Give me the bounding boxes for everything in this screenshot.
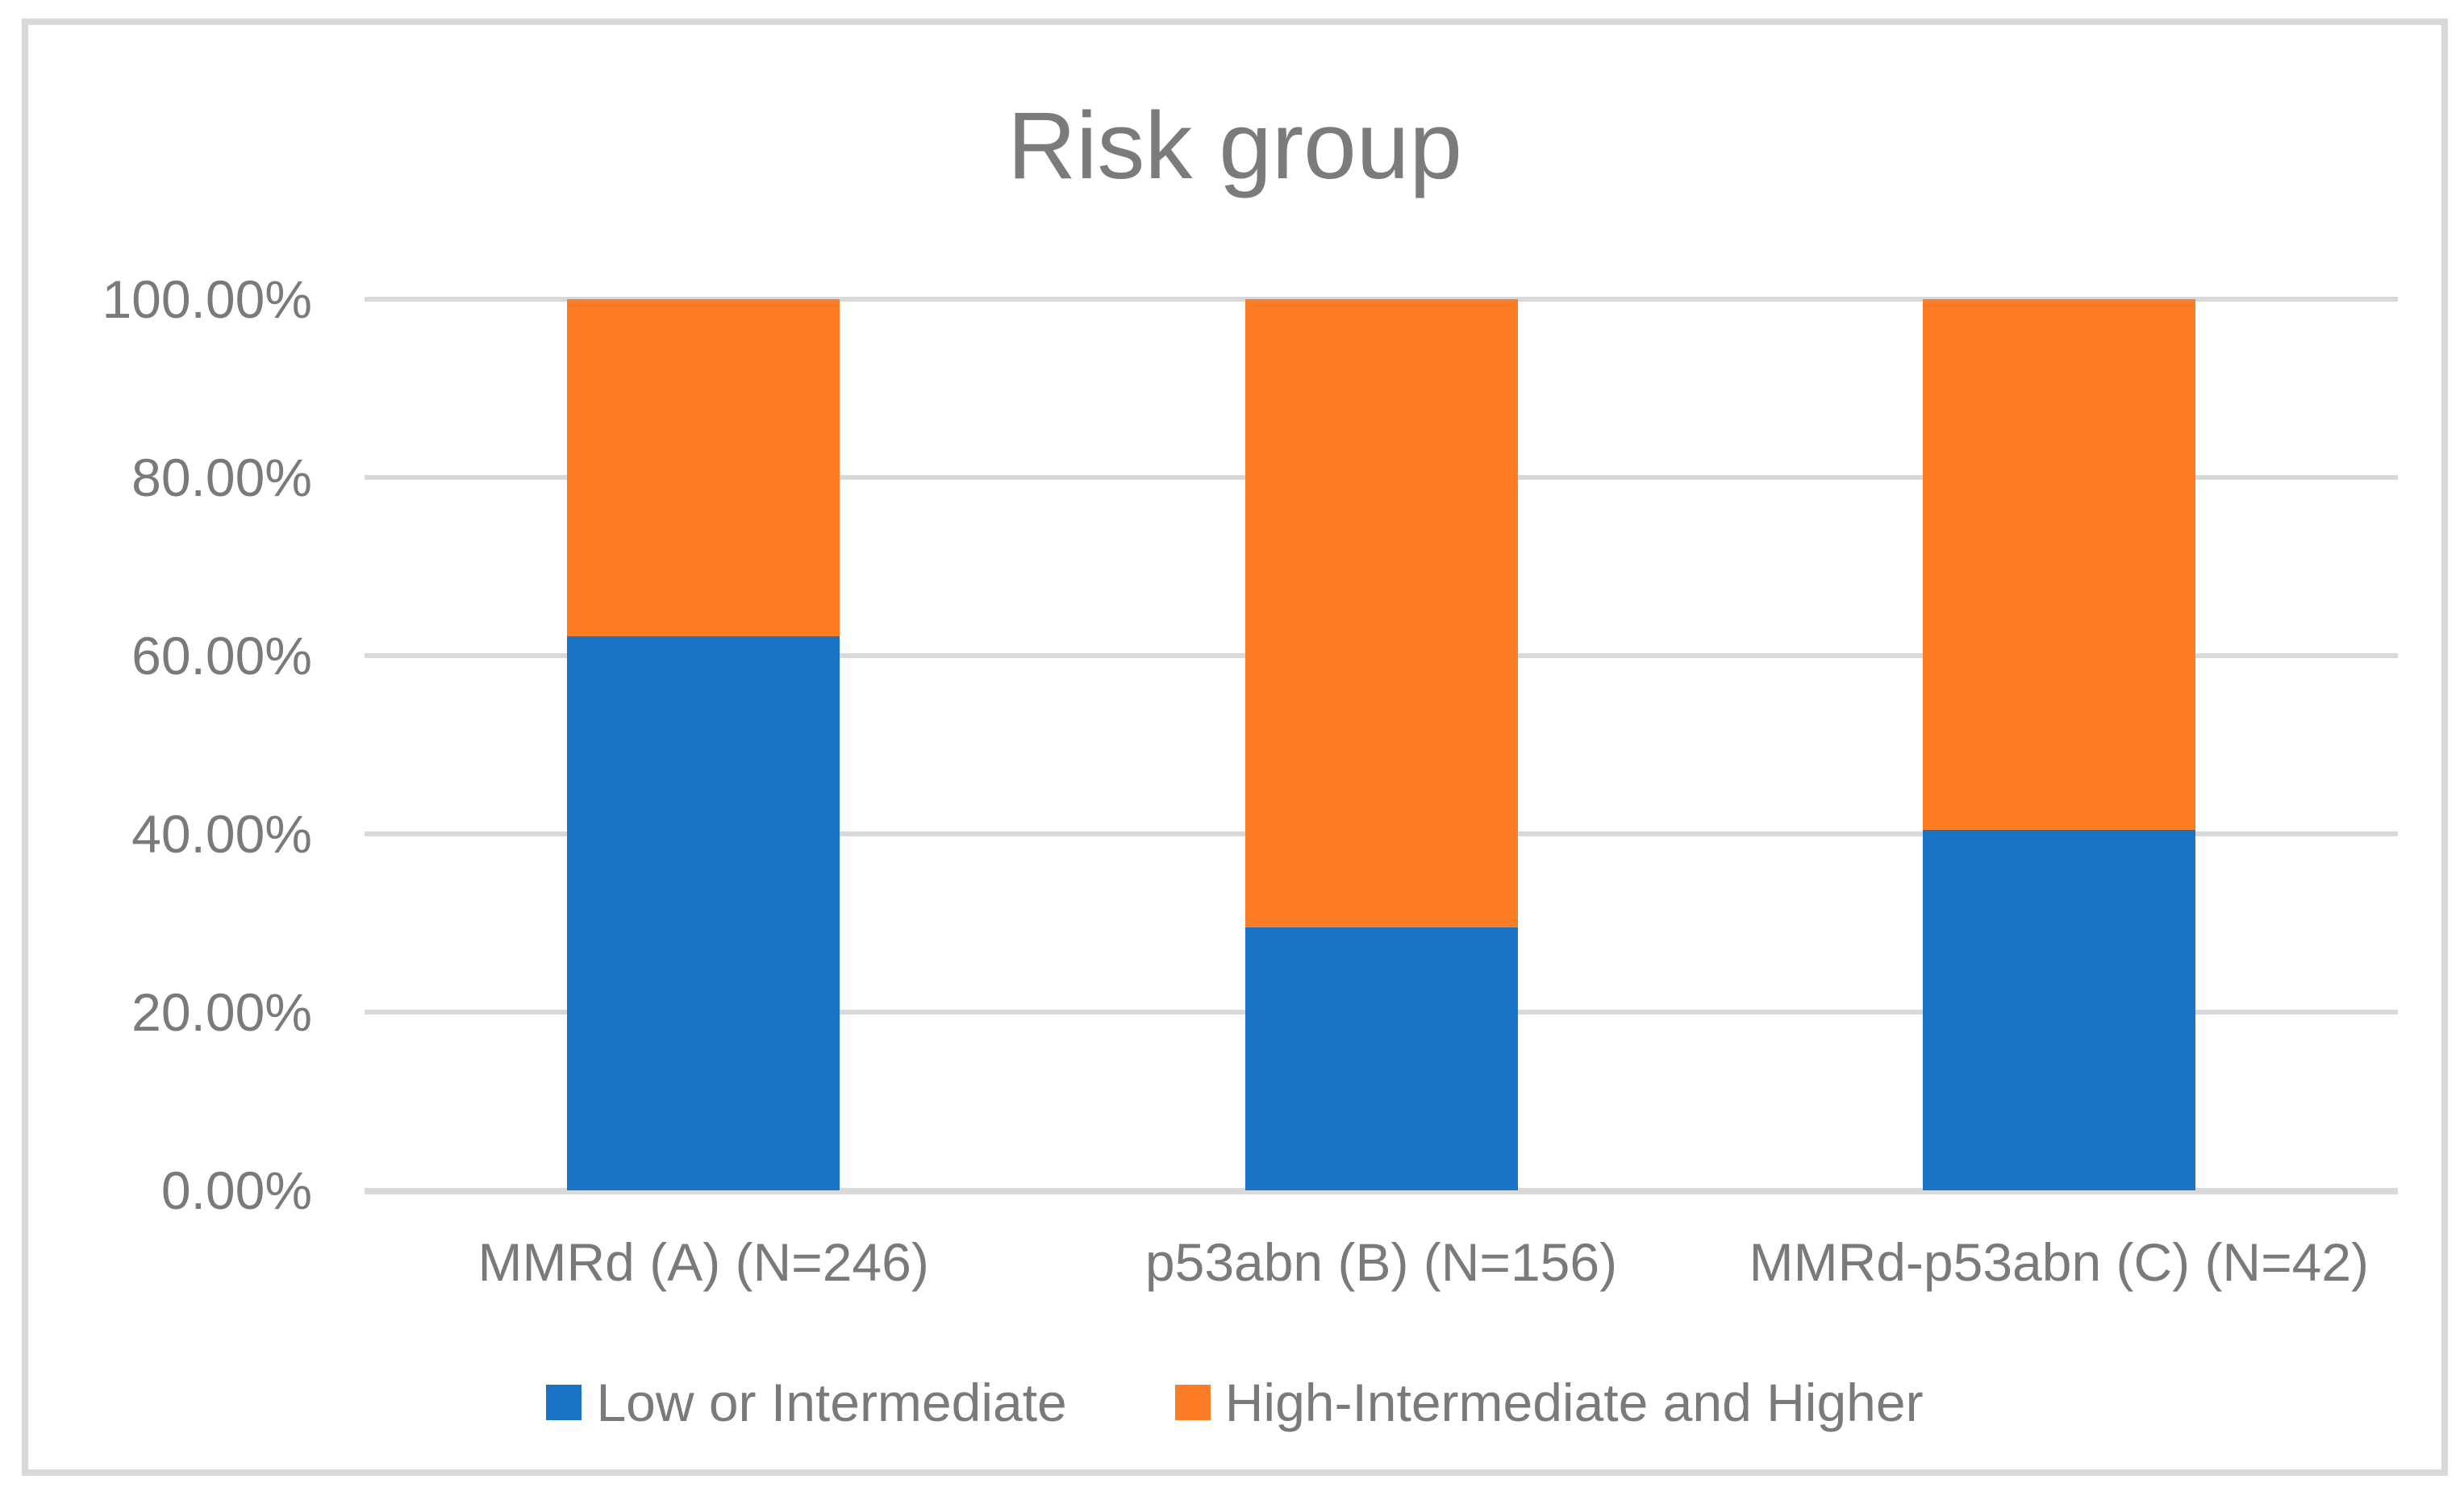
chart-figure: Risk group 0.00% 20.00% 40.00% 60.00% 80.00%…	[22, 19, 2448, 1476]
bar-segment	[567, 299, 840, 636]
x-category-label: p53abn (B) (N=156)	[1144, 1232, 1618, 1292]
legend-swatch-icon	[546, 1385, 582, 1420]
y-tick-label: 60.00%	[131, 626, 312, 685]
bar-3	[1922, 299, 2195, 1190]
legend-item: High-Intermediate and Higher	[1174, 1370, 1924, 1435]
legend-label: High-Intermediate and Higher	[1224, 1373, 1924, 1432]
chart-title: Risk group	[1007, 93, 1462, 199]
y-tick-label: 80.00%	[131, 448, 312, 507]
bar-segment	[567, 635, 840, 1190]
y-axis-tick-labels: 0.00% 20.00% 40.00% 60.00% 80.00% 100.00%	[28, 269, 312, 1220]
y-tick-label: 0.00%	[161, 1161, 312, 1220]
bar-segment	[1245, 927, 1518, 1190]
x-category-label: MMRd-p53abn (C) (N=42)	[1749, 1232, 2370, 1292]
bar-2	[1245, 299, 1518, 1190]
y-tick-label: 40.00%	[131, 804, 312, 864]
bar-segment	[1245, 299, 1518, 928]
legend-label: Low or Intermediate	[596, 1373, 1067, 1432]
y-tick-label: 100.00%	[102, 269, 312, 329]
bar-1	[567, 299, 840, 1190]
x-axis-category-labels: MMRd (A) (N=246) p53abn (B) (N=156) MMRd-p…	[365, 1228, 2398, 1296]
x-axis-baseline	[365, 1188, 2398, 1194]
plot-area	[365, 297, 2398, 1194]
legend-item: Low or Intermediate	[546, 1370, 1067, 1435]
legend-swatch-icon	[1174, 1385, 1211, 1420]
y-tick-label: 20.00%	[131, 982, 312, 1042]
x-category-label: MMRd (A) (N=246)	[477, 1232, 929, 1292]
bar-segment	[1922, 299, 2195, 830]
gridline	[365, 297, 2398, 302]
legend: Low or Intermediate High-Intermediate and…	[28, 1370, 2441, 1435]
bar-segment	[1922, 829, 2195, 1190]
